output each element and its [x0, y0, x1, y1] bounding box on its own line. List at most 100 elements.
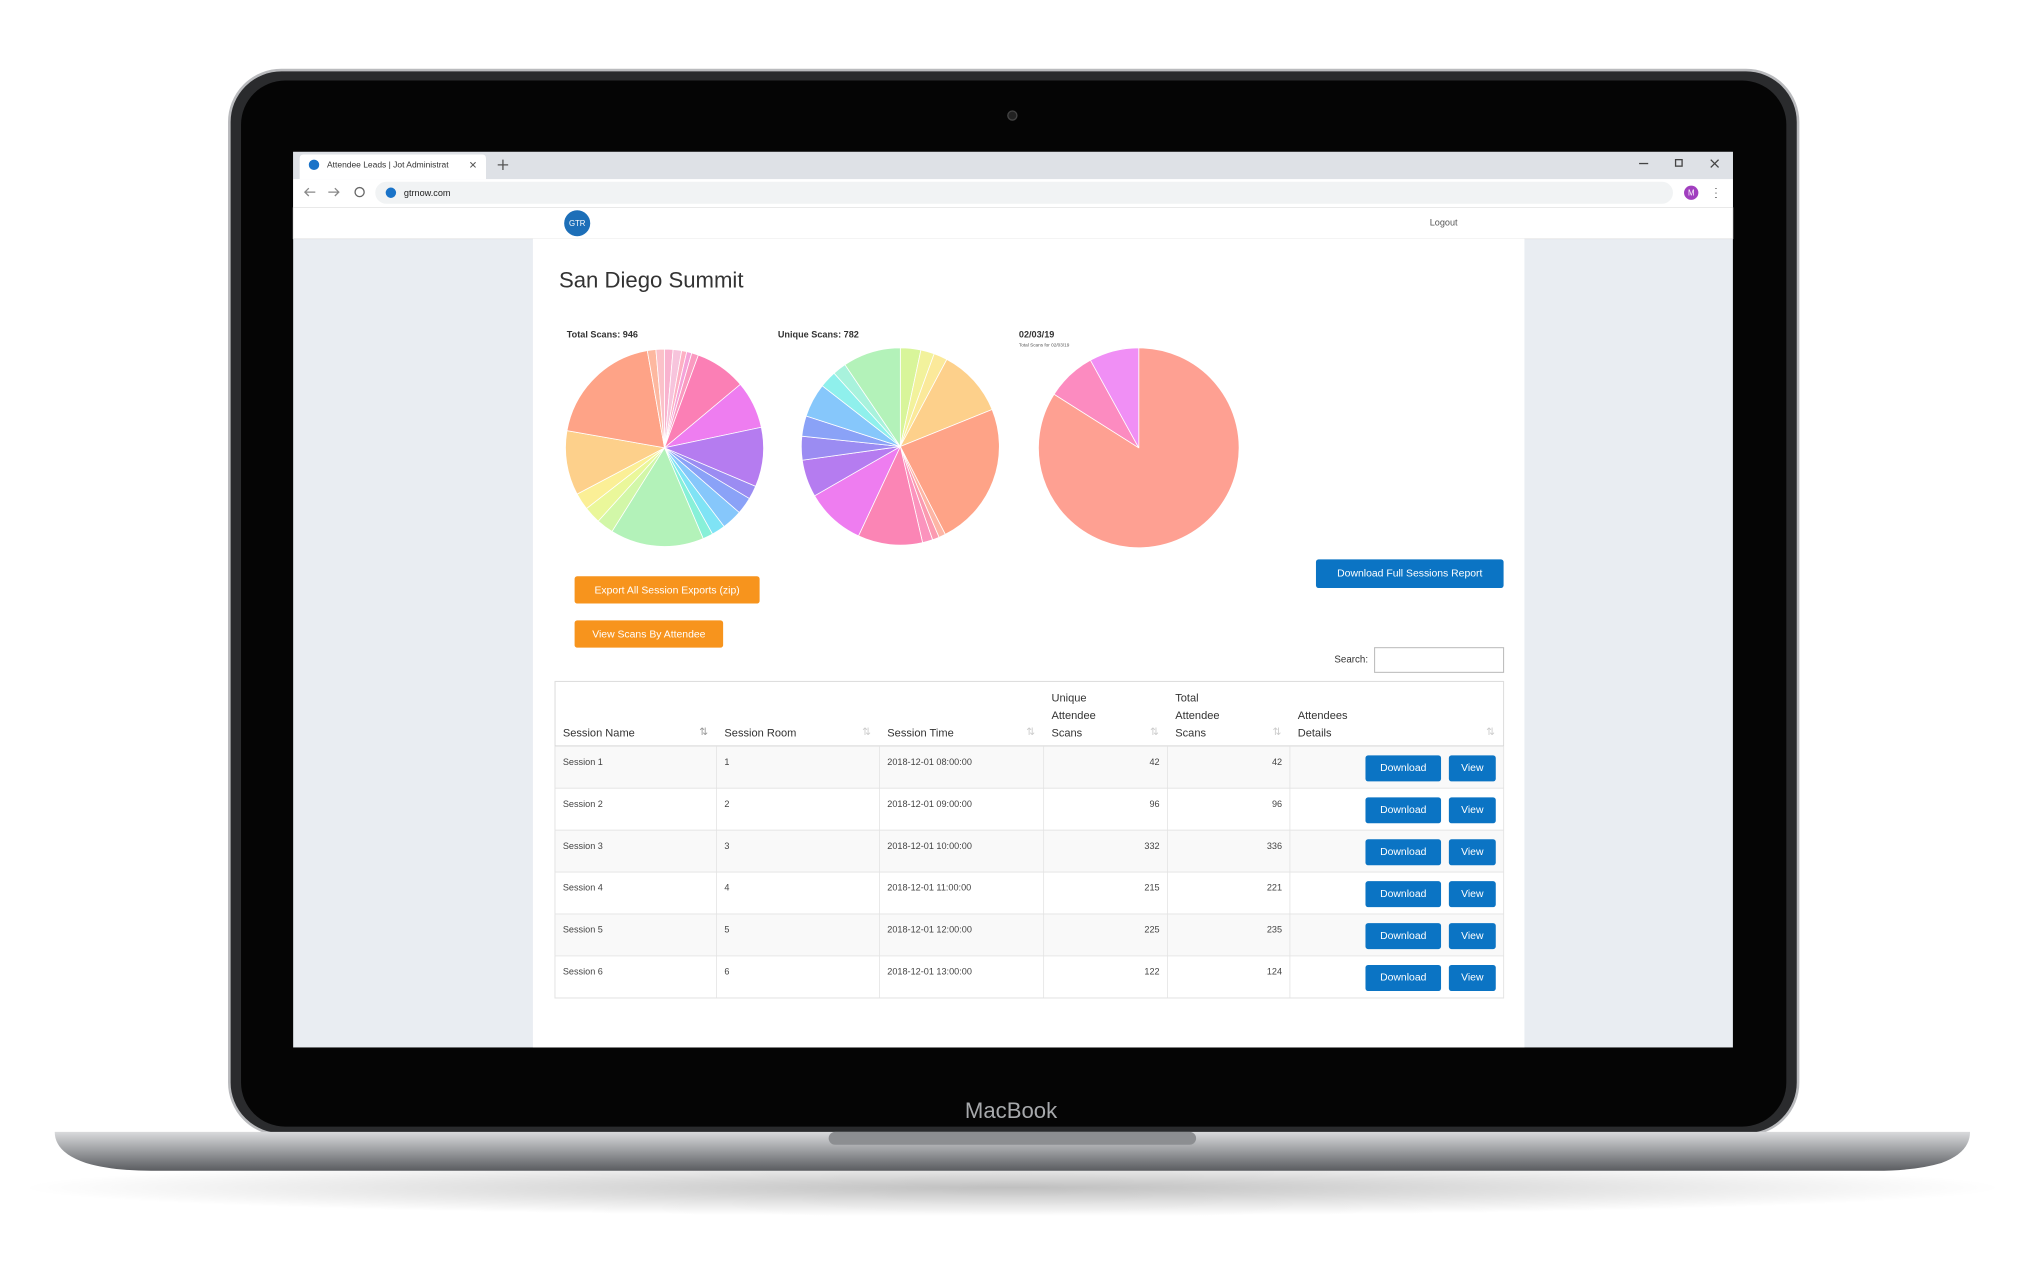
button-label: Download — [1380, 889, 1427, 900]
new-tab[interactable] — [497, 159, 509, 171]
cell: 225 — [1144, 925, 1159, 935]
view-button[interactable] — [1448, 923, 1496, 950]
pie-slice — [655, 348, 665, 448]
download-button[interactable] — [1365, 839, 1442, 866]
sort-icon: ⇅ — [1026, 727, 1035, 738]
pie-slice — [899, 409, 1000, 535]
view-button[interactable] — [1448, 881, 1496, 908]
cell: 6 — [724, 967, 729, 977]
navbar — [292, 207, 1734, 240]
cell: 2018-12-01 08:00:00 — [887, 757, 972, 767]
restore[interactable] — [1674, 159, 1683, 167]
cell: 3 — [724, 841, 729, 851]
tab-title: Attendee Leads | Jot Administrat — [327, 160, 449, 170]
tab-close[interactable] — [469, 161, 476, 168]
chart-subtitle: Total Scans for 02/03/19 — [1019, 342, 1070, 347]
cell: 2018-12-01 10:00:00 — [887, 841, 972, 851]
view-button[interactable] — [1448, 797, 1496, 824]
nav-arrows[interactable] — [303, 187, 340, 197]
notch — [828, 1131, 1197, 1145]
download-button[interactable] — [1365, 797, 1442, 824]
search-input[interactable] — [1374, 647, 1505, 673]
close[interactable] — [1710, 159, 1720, 168]
charts: Total Scans: 946 Unique Scans: 782 02/03/1… — [565, 329, 1240, 549]
table-row — [554, 871, 1504, 915]
cell: 96 — [1272, 799, 1282, 809]
cell: 336 — [1267, 841, 1282, 851]
cell: 215 — [1144, 883, 1159, 893]
avatar[interactable] — [1684, 185, 1699, 200]
sort-icon: ⇅ — [862, 727, 871, 738]
view-button[interactable] — [1448, 965, 1496, 991]
button-label: View — [1461, 847, 1484, 858]
cell: Session 3 — [563, 841, 603, 851]
shadow — [22, 1159, 2003, 1217]
cell: Session 1 — [563, 757, 603, 767]
button-label: View — [1461, 889, 1484, 900]
cell: 124 — [1267, 967, 1282, 977]
cell: Session 2 — [563, 799, 603, 809]
column-header: Session Name — [563, 727, 635, 739]
button-label: Download — [1380, 931, 1427, 942]
logo[interactable] — [564, 210, 591, 237]
cell: 5 — [724, 925, 729, 935]
column-header: Attendee — [1051, 710, 1095, 722]
cell: Session 6 — [563, 967, 603, 977]
button-label: Download — [1380, 805, 1427, 816]
url-field[interactable] — [375, 181, 1673, 204]
table-row — [554, 787, 1504, 831]
column-header: Total — [1175, 693, 1198, 705]
button-label: View — [1461, 763, 1484, 774]
cell: 96 — [1149, 799, 1159, 809]
logout[interactable]: Logout — [1430, 218, 1458, 228]
cell: 42 — [1149, 757, 1159, 767]
column-header: Attendees — [1298, 710, 1348, 722]
tab[interactable] — [299, 154, 486, 180]
table-row — [554, 829, 1504, 873]
download-button[interactable] — [1365, 965, 1442, 991]
download-button[interactable] — [1365, 755, 1442, 782]
button-label: Download — [1380, 763, 1427, 774]
cell: 2 — [724, 799, 729, 809]
button-label: View — [1461, 805, 1484, 816]
download-button[interactable] — [1365, 881, 1442, 908]
column-header: Scans — [1051, 727, 1082, 739]
table-row — [554, 913, 1504, 957]
pie-slice — [1089, 347, 1140, 448]
cell: 221 — [1267, 883, 1282, 893]
pie-slice — [611, 446, 704, 547]
laptop-base — [54, 1131, 1971, 1171]
cell: 1 — [724, 757, 729, 767]
column-header: Unique — [1051, 693, 1086, 705]
view-button[interactable] — [1448, 839, 1496, 866]
sort-icon: ⇅ — [699, 727, 708, 738]
reload[interactable] — [354, 186, 365, 198]
pie-slice — [566, 350, 665, 449]
table: Session Name ⇅ Session Room ⇅ Session Time ⇅ U… — [554, 680, 1505, 999]
button-label: Download — [1380, 847, 1427, 858]
logo-text: GTR — [569, 219, 586, 228]
cell: 4 — [724, 883, 729, 893]
avatar-letter: M — [1688, 188, 1695, 197]
cell: 2018-12-01 09:00:00 — [887, 799, 972, 809]
cell: 2018-12-01 12:00:00 — [887, 925, 972, 935]
export-button[interactable] — [574, 576, 760, 604]
cell: 2018-12-01 11:00:00 — [887, 883, 971, 893]
download-report-button[interactable] — [1315, 559, 1504, 588]
cell: 122 — [1144, 967, 1159, 977]
chart-title: 02/03/19 — [1019, 329, 1054, 339]
pie-slice — [844, 347, 901, 448]
cell: 332 — [1144, 841, 1159, 851]
column-header: Details — [1298, 727, 1332, 739]
site-icon — [385, 187, 397, 198]
download-button[interactable] — [1365, 923, 1442, 950]
button-label: View — [1461, 931, 1484, 942]
chart-title: Unique Scans: 782 — [778, 329, 859, 339]
table-row — [554, 745, 1504, 789]
cell: 42 — [1272, 757, 1282, 767]
view-scans-button[interactable] — [574, 620, 724, 648]
table-row — [554, 955, 1504, 999]
tab-bar — [293, 151, 1733, 180]
view-button[interactable] — [1448, 755, 1496, 782]
